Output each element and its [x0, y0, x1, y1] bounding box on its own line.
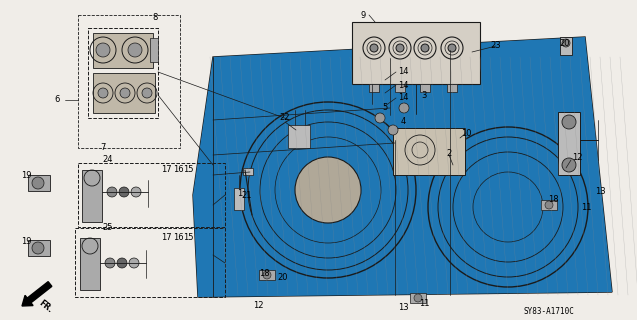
Circle shape	[129, 258, 139, 268]
Bar	[93, 73, 155, 113]
Circle shape	[396, 44, 404, 52]
Bar	[369, 84, 379, 92]
Text: 2: 2	[447, 148, 452, 157]
Bar	[393, 128, 465, 175]
Bar	[259, 270, 275, 280]
Circle shape	[562, 115, 576, 129]
Bar	[288, 125, 310, 148]
Circle shape	[142, 88, 152, 98]
Circle shape	[131, 187, 141, 197]
Circle shape	[448, 44, 456, 52]
Bar	[80, 238, 100, 290]
Text: 14: 14	[397, 81, 408, 90]
Text: 11: 11	[581, 203, 591, 212]
Circle shape	[119, 187, 129, 197]
Text: 13: 13	[397, 303, 408, 313]
Bar	[352, 22, 480, 84]
Circle shape	[32, 242, 44, 254]
Text: 19: 19	[21, 237, 31, 246]
Text: 21: 21	[242, 191, 252, 201]
Circle shape	[545, 201, 553, 209]
Text: 20: 20	[560, 38, 570, 47]
Polygon shape	[193, 37, 612, 297]
Text: 12: 12	[253, 300, 263, 309]
Text: 3: 3	[421, 92, 427, 100]
Text: 1: 1	[238, 188, 243, 197]
Text: SY83-A1710C: SY83-A1710C	[523, 308, 574, 316]
Circle shape	[414, 294, 422, 302]
Circle shape	[96, 43, 110, 57]
Circle shape	[120, 88, 130, 98]
Text: 18: 18	[259, 269, 269, 278]
Bar	[420, 84, 430, 92]
Text: 25: 25	[103, 223, 113, 233]
Text: 17: 17	[161, 165, 171, 174]
Bar	[78, 163, 225, 227]
Polygon shape	[193, 37, 612, 297]
Circle shape	[370, 44, 378, 52]
Circle shape	[295, 157, 361, 223]
Bar	[82, 170, 102, 222]
Circle shape	[105, 258, 115, 268]
Text: 14: 14	[397, 68, 408, 76]
Text: 14: 14	[397, 93, 408, 102]
Circle shape	[98, 88, 108, 98]
Text: 8: 8	[152, 13, 158, 22]
FancyArrow shape	[22, 282, 52, 306]
Text: 6: 6	[54, 95, 60, 105]
Text: 18: 18	[548, 196, 558, 204]
Bar	[243, 168, 253, 175]
Text: 15: 15	[183, 234, 193, 243]
Circle shape	[421, 44, 429, 52]
Circle shape	[562, 158, 576, 172]
Text: 22: 22	[280, 114, 290, 123]
Circle shape	[32, 177, 44, 189]
Text: 19: 19	[21, 171, 31, 180]
Text: 10: 10	[461, 129, 471, 138]
Circle shape	[562, 39, 570, 47]
Bar	[93, 33, 153, 68]
Text: 12: 12	[572, 154, 582, 163]
Circle shape	[399, 103, 409, 113]
Text: 23: 23	[490, 42, 501, 51]
Text: 5: 5	[382, 103, 388, 113]
Text: 9: 9	[361, 11, 366, 20]
Bar	[558, 112, 580, 175]
Bar	[28, 240, 50, 256]
Text: 24: 24	[103, 156, 113, 164]
Text: 16: 16	[173, 234, 183, 243]
Text: 11: 11	[419, 299, 429, 308]
Bar	[78, 15, 180, 148]
Bar	[28, 175, 50, 191]
Bar	[410, 293, 426, 303]
Circle shape	[263, 271, 271, 279]
Bar	[560, 37, 572, 55]
Text: 20: 20	[278, 274, 289, 283]
Circle shape	[117, 258, 127, 268]
Circle shape	[107, 187, 117, 197]
Text: 4: 4	[401, 117, 406, 126]
Text: 15: 15	[183, 165, 193, 174]
Text: FR.: FR.	[38, 299, 55, 315]
Text: 16: 16	[173, 165, 183, 174]
Bar	[395, 84, 405, 92]
Bar	[150, 38, 158, 62]
Text: 7: 7	[100, 142, 106, 151]
Text: 13: 13	[595, 188, 605, 196]
Circle shape	[375, 113, 385, 123]
Bar	[88, 28, 158, 118]
Bar	[234, 188, 244, 210]
Text: 17: 17	[161, 234, 171, 243]
Bar	[75, 228, 225, 297]
Bar	[541, 200, 557, 210]
Circle shape	[388, 125, 398, 135]
Circle shape	[128, 43, 142, 57]
Bar	[447, 84, 457, 92]
